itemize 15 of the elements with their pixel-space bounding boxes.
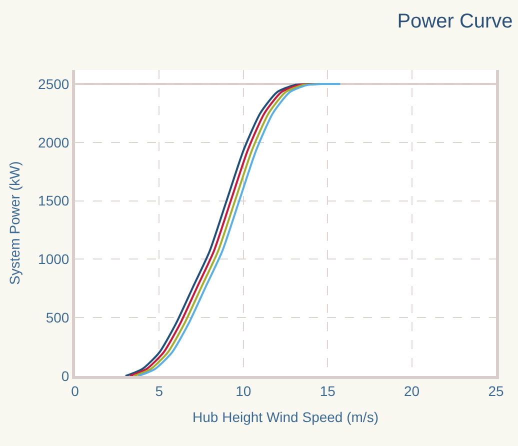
x-tick-label: 5 xyxy=(155,382,164,399)
x-tick-label: 10 xyxy=(236,382,252,399)
x-tick-label: 15 xyxy=(320,382,336,399)
y-tick-label: 1500 xyxy=(38,192,70,209)
x-tick-label: 25 xyxy=(488,382,504,399)
y-tick-label: 0 xyxy=(61,368,70,384)
y-tick-label: 1000 xyxy=(38,251,70,268)
y-tick-label: 2000 xyxy=(38,134,70,150)
y-tick-label: 2500 xyxy=(38,76,70,92)
x-axis-title: Hub Height Wind Speed (m/s) xyxy=(192,409,378,426)
chart-title: Power Curve xyxy=(397,10,513,32)
y-tick-label: 500 xyxy=(46,310,70,326)
x-tick-label: 20 xyxy=(404,382,420,399)
x-tick-label: 0 xyxy=(71,382,80,399)
y-axis-title: System Power (kW) xyxy=(6,161,23,285)
